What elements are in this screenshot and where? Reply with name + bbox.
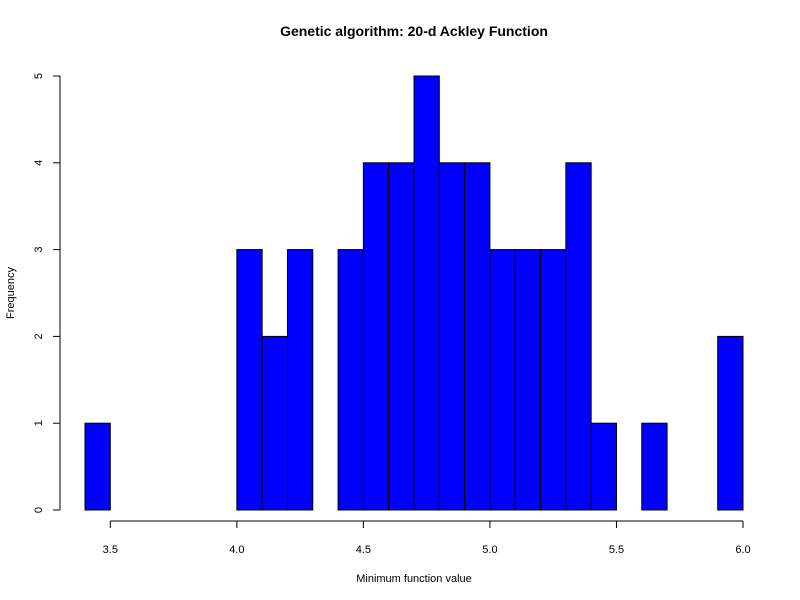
y-tick-label: 2 <box>33 333 45 339</box>
x-tick-label: 3.5 <box>103 544 118 556</box>
x-tick-label: 6.0 <box>735 544 750 556</box>
histogram-bar <box>565 162 592 511</box>
x-tick-label: 4.5 <box>356 544 371 556</box>
histogram-bar <box>464 162 491 511</box>
histogram-bar <box>413 75 440 511</box>
y-axis: 0 1 2 3 4 5 <box>33 73 61 513</box>
y-axis-label: Frequency <box>5 267 17 319</box>
histogram-bar <box>641 422 668 511</box>
histogram-bar <box>261 335 288 511</box>
histogram-bar <box>362 162 390 511</box>
histogram-bar <box>286 249 314 511</box>
histogram-bar <box>388 162 415 511</box>
x-tick-label: 5.0 <box>482 544 497 556</box>
x-axis: 3.5 4.0 4.5 5.0 5.5 6.0 <box>103 520 751 556</box>
histogram-bar <box>514 249 542 511</box>
histogram-bar <box>489 249 516 511</box>
bars-group <box>84 75 744 511</box>
y-tick-label: 4 <box>33 160 45 166</box>
y-tick-label: 0 <box>33 507 45 513</box>
y-tick-label: 5 <box>33 73 45 79</box>
histogram-bar <box>236 249 263 511</box>
x-tick-label: 4.0 <box>229 544 244 556</box>
histogram-bar <box>717 335 744 511</box>
histogram-bar <box>438 162 466 511</box>
histogram-bar <box>337 249 364 511</box>
histogram-bar <box>540 249 567 511</box>
y-tick-label: 3 <box>33 247 45 253</box>
x-axis-label: Minimum function value <box>356 573 472 585</box>
chart-title: Genetic algorithm: 20-d Ackley Function <box>280 23 548 39</box>
y-tick-label: 1 <box>33 420 45 426</box>
x-tick-label: 5.5 <box>609 544 624 556</box>
histogram-bar <box>590 422 617 511</box>
histogram-bar <box>84 422 111 511</box>
